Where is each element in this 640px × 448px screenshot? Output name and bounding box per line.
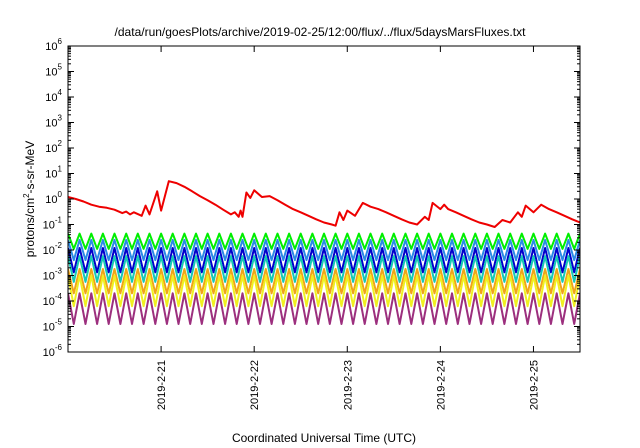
- plot-area: [68, 180, 580, 325]
- x-tick-label: 2019-2-21: [156, 360, 168, 410]
- x-tick-label: 2019-2-25: [528, 360, 540, 410]
- x-tick-label: 2019-2-23: [342, 360, 354, 410]
- chart-title: /data/run/goesPlots/archive/2019-02-25/1…: [115, 25, 527, 39]
- y-tick-label: 101: [45, 165, 62, 181]
- series-line-4: [68, 255, 580, 283]
- y-tick-label: 100: [45, 190, 62, 206]
- y-tick-label: 10-4: [43, 292, 63, 308]
- y-tick-label: 10-2: [43, 241, 63, 257]
- series-line-3: [68, 247, 580, 274]
- y-tick-label: 103: [45, 114, 62, 130]
- y-axis: 10-6 10-5 10-4 10-3 10-2 10-1 100 101 102 103 104 1…: [43, 37, 580, 359]
- series-line-6: [68, 274, 580, 308]
- y-tick-label: 105: [45, 63, 62, 79]
- x-axis: 2019-2-21 2019-2-22 2019-2-23 2019-2-24 2019…: [156, 46, 540, 410]
- x-tick-label: 2019-2-24: [435, 360, 447, 410]
- x-tick-label: 2019-2-22: [249, 360, 261, 410]
- y-tick-label: 10-1: [43, 216, 63, 232]
- series-line-5: [68, 268, 580, 295]
- y-tick-label: 104: [45, 88, 62, 104]
- x-axis-label: Coordinated Universal Time (UTC): [232, 431, 416, 445]
- series-line-1: [68, 232, 580, 250]
- y-axis-label: protons/cm2-s-sr-MeV: [22, 141, 37, 257]
- plot-frame: [67, 45, 581, 353]
- series-line-2: [68, 238, 580, 262]
- y-tick-label: 102: [45, 139, 62, 155]
- series-line-0: [68, 180, 580, 228]
- y-tick-label: 10-3: [43, 267, 63, 283]
- y-tick-label: 106: [45, 37, 62, 53]
- series-line-7: [68, 292, 580, 325]
- y-tick-label: 10-6: [43, 343, 63, 359]
- y-tick-label: 10-5: [43, 318, 63, 334]
